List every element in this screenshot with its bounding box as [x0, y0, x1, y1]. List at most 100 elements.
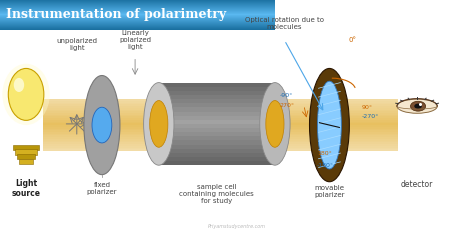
FancyBboxPatch shape — [159, 149, 275, 153]
FancyBboxPatch shape — [43, 125, 398, 127]
FancyBboxPatch shape — [43, 99, 398, 101]
FancyBboxPatch shape — [0, 23, 275, 24]
FancyBboxPatch shape — [0, 20, 275, 21]
Text: 0°: 0° — [348, 37, 356, 43]
FancyBboxPatch shape — [43, 113, 398, 115]
Ellipse shape — [397, 99, 437, 113]
FancyBboxPatch shape — [0, 28, 275, 29]
FancyBboxPatch shape — [43, 144, 398, 146]
FancyBboxPatch shape — [0, 10, 275, 11]
FancyBboxPatch shape — [159, 99, 275, 103]
FancyBboxPatch shape — [0, 19, 275, 20]
FancyBboxPatch shape — [0, 6, 275, 7]
Text: fixed
polarizer: fixed polarizer — [87, 182, 117, 195]
FancyBboxPatch shape — [159, 112, 275, 116]
Text: -180°: -180° — [317, 163, 334, 168]
Ellipse shape — [84, 76, 120, 175]
FancyBboxPatch shape — [159, 140, 275, 144]
Ellipse shape — [266, 101, 284, 147]
FancyBboxPatch shape — [0, 24, 275, 25]
FancyBboxPatch shape — [159, 87, 275, 91]
FancyBboxPatch shape — [43, 149, 398, 151]
FancyBboxPatch shape — [0, 11, 275, 12]
FancyBboxPatch shape — [0, 13, 275, 14]
FancyBboxPatch shape — [159, 120, 275, 124]
FancyBboxPatch shape — [0, 18, 275, 19]
Text: 180°: 180° — [318, 151, 333, 156]
FancyBboxPatch shape — [43, 146, 398, 148]
Ellipse shape — [144, 83, 174, 165]
FancyBboxPatch shape — [159, 153, 275, 157]
FancyBboxPatch shape — [43, 134, 398, 135]
FancyBboxPatch shape — [43, 132, 398, 134]
FancyBboxPatch shape — [43, 127, 398, 129]
FancyBboxPatch shape — [159, 144, 275, 149]
FancyBboxPatch shape — [0, 8, 275, 9]
FancyBboxPatch shape — [159, 124, 275, 128]
Ellipse shape — [260, 83, 290, 165]
FancyBboxPatch shape — [0, 15, 275, 16]
FancyBboxPatch shape — [159, 107, 275, 112]
Text: Light
source: Light source — [11, 179, 41, 198]
Text: 270°: 270° — [279, 102, 294, 108]
Ellipse shape — [14, 78, 24, 92]
Ellipse shape — [2, 64, 50, 125]
Text: sample cell
containing molecules
for study: sample cell containing molecules for stu… — [180, 184, 254, 203]
Text: -270°: -270° — [361, 114, 378, 119]
Text: 90°: 90° — [361, 105, 372, 110]
FancyBboxPatch shape — [16, 149, 37, 155]
Text: -90°: -90° — [279, 93, 292, 98]
FancyBboxPatch shape — [0, 9, 275, 10]
Text: Optical rotation due to
molecules: Optical rotation due to molecules — [245, 17, 324, 30]
FancyBboxPatch shape — [159, 95, 275, 99]
FancyBboxPatch shape — [43, 122, 398, 123]
FancyBboxPatch shape — [43, 111, 398, 113]
FancyBboxPatch shape — [0, 17, 275, 18]
Text: movable
polarizer: movable polarizer — [314, 185, 345, 198]
FancyBboxPatch shape — [43, 101, 398, 103]
FancyBboxPatch shape — [13, 145, 39, 150]
FancyBboxPatch shape — [159, 103, 275, 107]
FancyBboxPatch shape — [43, 116, 398, 118]
Text: Linearly
polarized
light: Linearly polarized light — [119, 30, 151, 50]
FancyBboxPatch shape — [0, 12, 275, 13]
FancyBboxPatch shape — [0, 16, 275, 17]
FancyBboxPatch shape — [0, 3, 275, 4]
FancyBboxPatch shape — [43, 115, 398, 116]
FancyBboxPatch shape — [0, 25, 275, 27]
Text: unpolarized
light: unpolarized light — [56, 38, 97, 51]
FancyBboxPatch shape — [0, 5, 275, 6]
FancyBboxPatch shape — [43, 106, 398, 108]
FancyBboxPatch shape — [43, 139, 398, 141]
FancyBboxPatch shape — [0, 7, 275, 8]
FancyBboxPatch shape — [43, 142, 398, 144]
FancyBboxPatch shape — [43, 148, 398, 149]
FancyBboxPatch shape — [159, 136, 275, 140]
FancyBboxPatch shape — [159, 157, 275, 161]
FancyBboxPatch shape — [0, 27, 275, 28]
FancyBboxPatch shape — [43, 137, 398, 139]
Text: Priyamstudycentre.com: Priyamstudycentre.com — [208, 224, 266, 229]
FancyBboxPatch shape — [17, 154, 35, 159]
FancyBboxPatch shape — [19, 159, 33, 164]
Ellipse shape — [9, 68, 44, 120]
Text: detector: detector — [401, 180, 433, 189]
FancyBboxPatch shape — [43, 110, 398, 111]
FancyBboxPatch shape — [43, 129, 398, 130]
FancyBboxPatch shape — [159, 161, 275, 165]
FancyBboxPatch shape — [43, 135, 398, 137]
Ellipse shape — [318, 81, 341, 169]
FancyBboxPatch shape — [159, 132, 275, 136]
FancyBboxPatch shape — [43, 108, 398, 110]
FancyBboxPatch shape — [0, 0, 275, 1]
Ellipse shape — [150, 101, 168, 147]
Ellipse shape — [92, 107, 112, 143]
FancyBboxPatch shape — [159, 116, 275, 120]
FancyBboxPatch shape — [43, 104, 398, 106]
FancyBboxPatch shape — [0, 29, 275, 30]
FancyBboxPatch shape — [43, 120, 398, 122]
FancyBboxPatch shape — [43, 130, 398, 132]
FancyBboxPatch shape — [0, 2, 275, 3]
Ellipse shape — [310, 68, 349, 182]
FancyBboxPatch shape — [0, 22, 275, 23]
